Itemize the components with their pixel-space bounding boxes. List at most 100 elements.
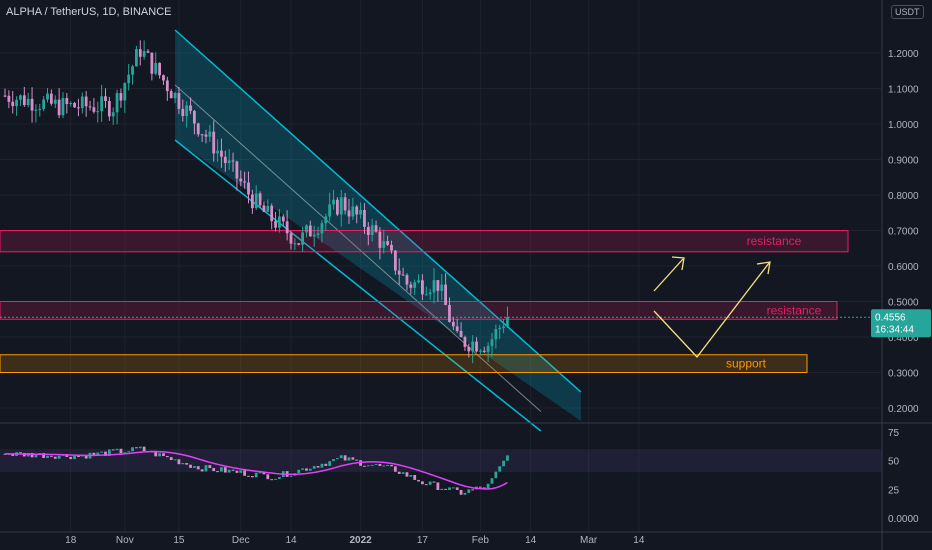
last-price-badge xyxy=(871,309,931,338)
rsi-candle xyxy=(432,481,436,483)
rsi-candle xyxy=(192,466,196,468)
rsi-candle xyxy=(374,463,378,465)
candle-body xyxy=(424,294,428,296)
rsi-candle xyxy=(258,472,262,474)
candle-body xyxy=(177,92,181,109)
rsi-tick-label: 0.0000 xyxy=(888,514,919,525)
candle-body xyxy=(11,101,15,107)
rsi-candle xyxy=(390,464,393,467)
currency-badge[interactable]: USDT xyxy=(891,5,924,19)
rsi-candle xyxy=(247,475,250,477)
candle-body xyxy=(88,106,92,108)
candle-body xyxy=(397,270,401,275)
zone-resistance xyxy=(0,301,838,320)
candle-body xyxy=(482,350,486,352)
y-tick-label: 0.8000 xyxy=(888,191,919,202)
candle-body xyxy=(405,275,409,285)
candle-body xyxy=(61,98,65,116)
y-tick-label: 0.3000 xyxy=(888,369,919,380)
rsi-candle xyxy=(401,472,405,474)
candle-body xyxy=(316,233,320,235)
y-tick-label: 0.2000 xyxy=(888,404,919,415)
rsi-candle xyxy=(413,474,417,480)
candle-body xyxy=(382,241,386,248)
candle-body xyxy=(138,49,142,57)
rsi-candle xyxy=(335,458,339,460)
candle-body xyxy=(104,96,107,101)
candle-body xyxy=(436,280,440,291)
arrow-up-short xyxy=(653,258,684,292)
candle-body xyxy=(274,221,277,228)
candle-body xyxy=(312,234,316,237)
candle-body xyxy=(293,243,297,245)
y-tick-label: 1.0000 xyxy=(888,120,919,131)
zone-support xyxy=(0,354,808,373)
candle-body xyxy=(247,182,250,195)
channel-fill xyxy=(175,30,581,421)
rsi-candle xyxy=(494,471,498,479)
x-tick-label: 14 xyxy=(633,535,645,546)
candle-body xyxy=(444,284,448,305)
rsi-candle xyxy=(289,475,293,477)
rsi-candle xyxy=(370,464,374,466)
y-tick-label: 1.2000 xyxy=(888,49,919,60)
rsi-candle xyxy=(332,459,335,462)
rsi-candle xyxy=(235,470,239,473)
rsi-candle xyxy=(243,470,247,476)
candle-body xyxy=(440,284,444,291)
candle-body xyxy=(355,206,359,215)
zone-label: support xyxy=(726,357,767,371)
rsi-candle xyxy=(270,479,274,481)
candle-body xyxy=(189,105,192,111)
rsi-candle xyxy=(169,457,173,461)
rsi-candle xyxy=(308,468,312,471)
candle-body xyxy=(328,204,332,217)
candle-body xyxy=(270,205,274,222)
rsi-candle xyxy=(506,455,509,461)
y-tick-label: 0.7000 xyxy=(888,227,919,238)
arrow-head xyxy=(671,256,685,271)
candle-body xyxy=(351,206,355,217)
x-tick-label: 14 xyxy=(285,535,297,546)
rsi-candle xyxy=(92,452,96,455)
candle-body xyxy=(401,274,405,276)
candle-body xyxy=(123,83,127,101)
x-tick-label: 14 xyxy=(525,535,537,546)
zones: resistance resistance support xyxy=(0,230,882,373)
candle-body xyxy=(92,107,96,112)
rsi-candle xyxy=(115,448,119,451)
rsi-candle xyxy=(96,452,100,455)
descending-channel xyxy=(174,29,582,432)
rsi-candle xyxy=(444,488,448,490)
candle-body xyxy=(69,102,73,105)
candle-body xyxy=(266,205,270,212)
zone-label: resistance xyxy=(747,234,802,248)
candle-body xyxy=(111,112,115,117)
rsi-candle xyxy=(297,469,301,474)
channel-lower-line xyxy=(174,139,542,432)
candle-body xyxy=(502,326,505,328)
rsi-candle xyxy=(181,463,185,465)
y-tick-label: 0.6000 xyxy=(888,262,919,273)
candle-body xyxy=(212,131,216,154)
rsi-candle xyxy=(428,481,432,485)
candle-body xyxy=(471,341,475,352)
rsi-candle xyxy=(351,457,355,460)
rsi-candle xyxy=(111,449,115,451)
rsi-candle xyxy=(459,489,463,495)
candle-body xyxy=(15,99,18,107)
rsi-candle xyxy=(73,455,76,460)
candle-body xyxy=(451,321,455,327)
rsi-candle xyxy=(343,455,347,461)
rsi-candle xyxy=(173,459,177,461)
candle-body xyxy=(478,350,482,352)
rsi-candle xyxy=(316,466,320,468)
rsi-candle xyxy=(347,457,351,461)
rsi-candle xyxy=(378,463,382,466)
candle-body xyxy=(289,233,293,244)
x-tick-label: Feb xyxy=(472,535,490,546)
candle-body xyxy=(455,326,459,331)
candle-body xyxy=(278,216,281,228)
candle-body xyxy=(258,193,262,206)
